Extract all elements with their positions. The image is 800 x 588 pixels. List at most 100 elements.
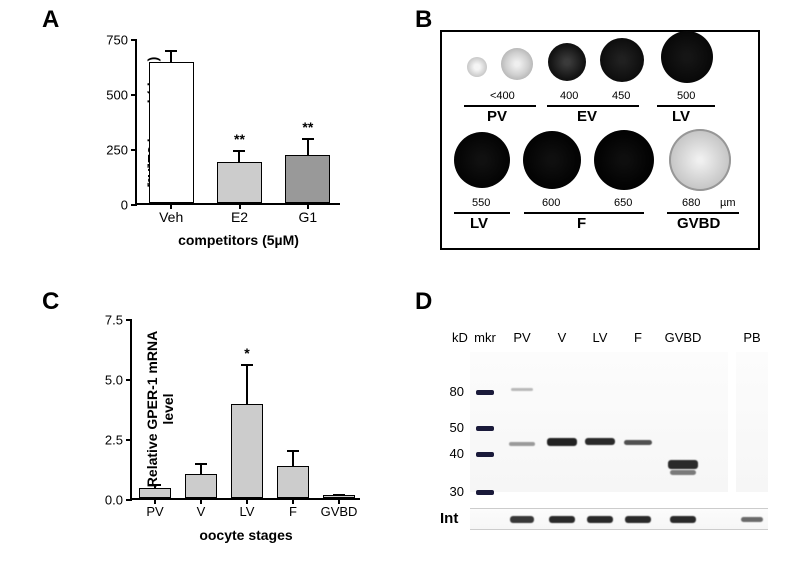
panel-a-x-title: competitors (5µM) bbox=[178, 232, 299, 248]
y-tick bbox=[131, 39, 137, 41]
int-band bbox=[741, 517, 763, 522]
panel-c-label: C bbox=[42, 288, 59, 316]
oocyte-image bbox=[548, 43, 586, 81]
x-cat-label: F bbox=[289, 504, 297, 519]
int-band bbox=[625, 516, 651, 523]
oocyte-image bbox=[454, 132, 510, 188]
y-tick bbox=[126, 319, 132, 321]
oocyte-size-label: 400 bbox=[560, 90, 578, 102]
y-tick bbox=[131, 149, 137, 151]
y-tick-label: 5.0 bbox=[105, 373, 123, 388]
lane-header: V bbox=[558, 330, 567, 345]
group-underline bbox=[667, 212, 739, 214]
y-tick-label: 750 bbox=[106, 33, 128, 48]
int-band bbox=[587, 516, 613, 523]
panel-b-label: B bbox=[415, 6, 432, 34]
y-tick-label: 250 bbox=[106, 143, 128, 158]
oocyte-size-label: 450 bbox=[612, 90, 630, 102]
oocyte-image bbox=[501, 48, 533, 80]
lane-header: GVBD bbox=[665, 330, 702, 345]
blot-membrane-pb bbox=[736, 352, 768, 492]
oocyte-size-label: µm bbox=[720, 197, 736, 209]
y-tick bbox=[126, 379, 132, 381]
marker-band bbox=[476, 390, 494, 395]
bar-g1: ** bbox=[285, 155, 330, 203]
y-tick-label: 500 bbox=[106, 88, 128, 103]
oocyte-stage-label: GVBD bbox=[677, 215, 720, 232]
bar-veh bbox=[149, 62, 194, 203]
blot-band bbox=[509, 442, 535, 446]
oocyte-size-label: 550 bbox=[472, 197, 490, 209]
oocyte-size-label: <400 bbox=[490, 90, 515, 102]
oocyte-image bbox=[594, 130, 654, 190]
lane-header: PB bbox=[743, 330, 760, 345]
oocyte-stage-label: PV bbox=[487, 108, 507, 125]
lane-header: PV bbox=[513, 330, 530, 345]
oocyte-image bbox=[661, 31, 713, 83]
x-cat-label: PV bbox=[146, 504, 163, 519]
marker-band bbox=[476, 452, 494, 457]
error-bar bbox=[170, 51, 172, 63]
error-bar bbox=[154, 485, 156, 489]
y-tick bbox=[131, 94, 137, 96]
blot-band bbox=[624, 440, 652, 445]
lane-header: LV bbox=[593, 330, 608, 345]
kd-label: 30 bbox=[440, 484, 464, 499]
bar-f bbox=[277, 466, 309, 498]
panel-c-y-title: Relative GPER-1 mRNA level bbox=[144, 331, 176, 487]
bar-e2: ** bbox=[217, 162, 262, 203]
panel-c-plot: Relative GPER-1 mRNA level oocyte stages… bbox=[130, 320, 360, 500]
x-cat-label: Veh bbox=[159, 209, 183, 225]
error-bar bbox=[246, 365, 248, 406]
sig-mark: * bbox=[244, 345, 249, 361]
y-tick bbox=[126, 499, 132, 501]
x-cat-label: G1 bbox=[298, 209, 317, 225]
panel-d-blot: kDmkrPVVLVFGVBDPB80504030Int bbox=[440, 330, 770, 570]
x-cat-label: V bbox=[197, 504, 206, 519]
oocyte-image bbox=[523, 131, 581, 189]
error-bar bbox=[200, 464, 202, 475]
panel-c-x-title: oocyte stages bbox=[199, 527, 292, 543]
oocyte-stage-label: F bbox=[577, 215, 586, 232]
panel-a-label: A bbox=[42, 6, 59, 34]
error-bar bbox=[338, 495, 340, 496]
y-tick bbox=[126, 439, 132, 441]
y-tick-label: 2.5 bbox=[105, 433, 123, 448]
blot-band bbox=[670, 470, 696, 475]
int-label: Int bbox=[440, 510, 458, 527]
x-cat-label: E2 bbox=[231, 209, 248, 225]
kd-title: kD bbox=[452, 330, 468, 345]
kd-label: 40 bbox=[440, 446, 464, 461]
oocyte-image bbox=[467, 57, 487, 77]
group-underline bbox=[524, 212, 644, 214]
oocyte-size-label: 680 bbox=[682, 197, 700, 209]
lane-header: F bbox=[634, 330, 642, 345]
oocyte-size-label: 600 bbox=[542, 197, 560, 209]
oocyte-size-label: 650 bbox=[614, 197, 632, 209]
blot-band bbox=[547, 438, 577, 446]
oocyte-stage-label: LV bbox=[672, 108, 690, 125]
int-band bbox=[510, 516, 534, 523]
panel-d-label: D bbox=[415, 288, 432, 316]
oocyte-stage-label: EV bbox=[577, 108, 597, 125]
error-bar bbox=[307, 139, 309, 156]
group-underline bbox=[547, 105, 639, 107]
panel-a-chart: [³H]E2 bound (dpm) competitors (5µM) 025… bbox=[75, 30, 355, 260]
sig-mark: ** bbox=[302, 119, 313, 135]
panel-c-chart: Relative GPER-1 mRNA level oocyte stages… bbox=[75, 310, 375, 560]
kd-label: 80 bbox=[440, 384, 464, 399]
sig-mark: ** bbox=[234, 131, 245, 147]
bar-pv bbox=[139, 488, 171, 498]
bar-lv: * bbox=[231, 404, 263, 498]
blot-band bbox=[511, 388, 533, 391]
panel-a-plot: [³H]E2 bound (dpm) competitors (5µM) 025… bbox=[135, 40, 340, 205]
int-band bbox=[549, 516, 575, 523]
lane-header: mkr bbox=[474, 330, 496, 345]
bar-v bbox=[185, 474, 217, 498]
oocyte-stage-label: LV bbox=[470, 215, 488, 232]
group-underline bbox=[454, 212, 510, 214]
oocyte-image bbox=[669, 129, 731, 191]
blot-band bbox=[585, 438, 615, 445]
error-bar bbox=[292, 451, 294, 467]
y-tick-label: 0 bbox=[121, 198, 128, 213]
